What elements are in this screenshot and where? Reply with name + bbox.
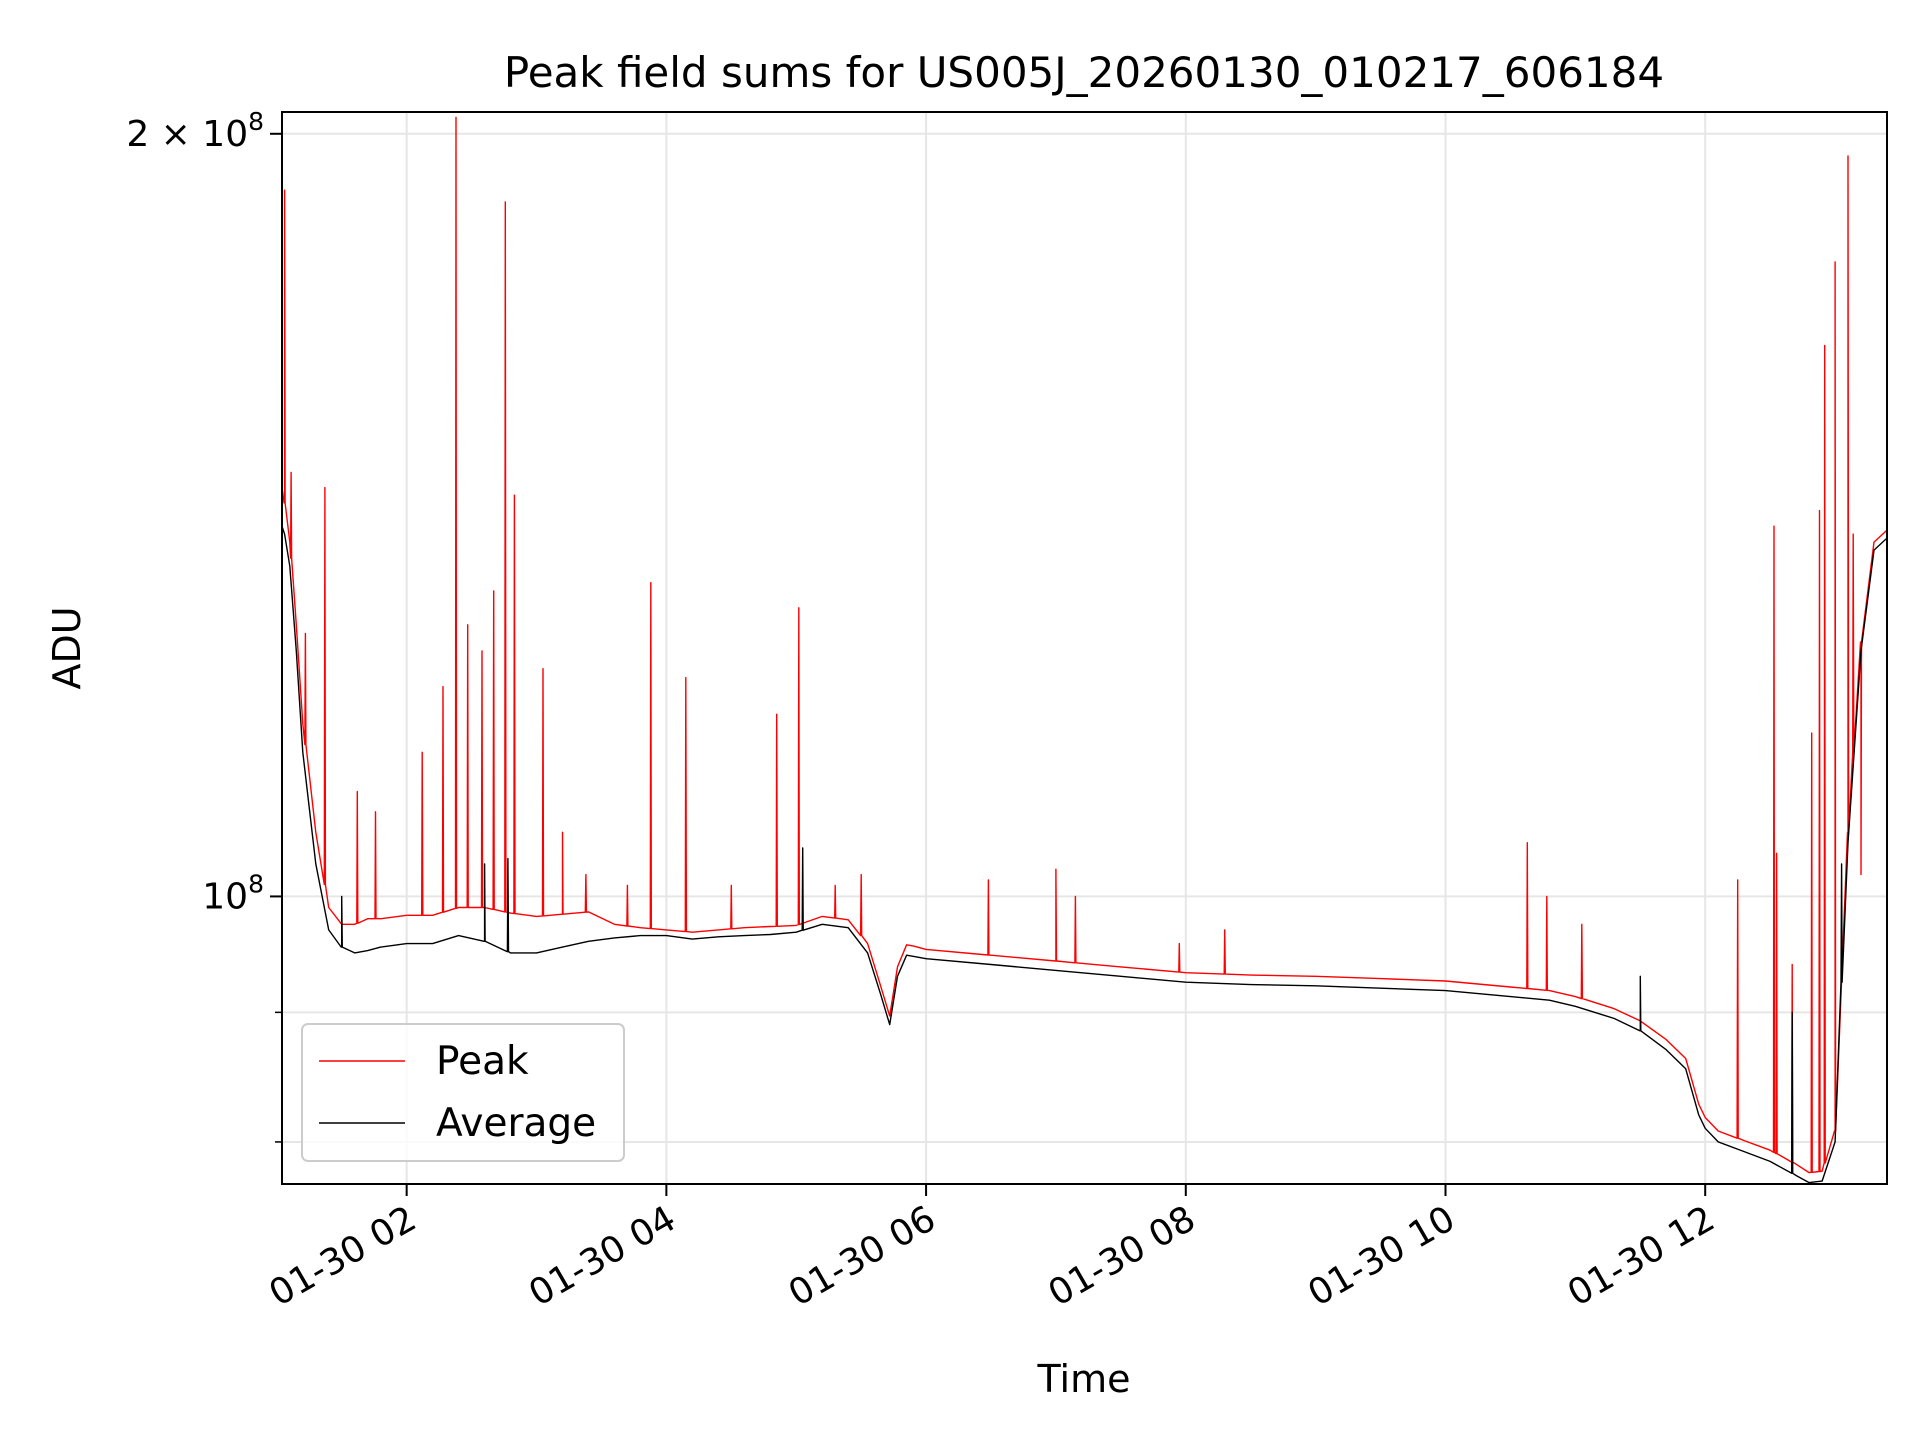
average-series-line <box>282 525 1887 1184</box>
legend-box <box>301 1023 625 1162</box>
y-axis-label: ADU <box>45 606 89 689</box>
y-tick-label: 2 × 108 <box>126 107 264 155</box>
peak-series-line <box>282 116 1887 1174</box>
legend-label-average: Average <box>436 1101 596 1146</box>
x-axis-label: Time <box>1037 1357 1131 1401</box>
chart-title: Peak field sums for US005J_20260130_0102… <box>504 48 1664 97</box>
legend: Peak Average <box>301 1023 625 1162</box>
y-tick-label: 108 <box>202 869 264 917</box>
grid <box>282 112 1887 1184</box>
series <box>282 116 1887 1184</box>
plot-frame <box>281 111 1888 1185</box>
legend-label-peak: Peak <box>436 1039 529 1084</box>
